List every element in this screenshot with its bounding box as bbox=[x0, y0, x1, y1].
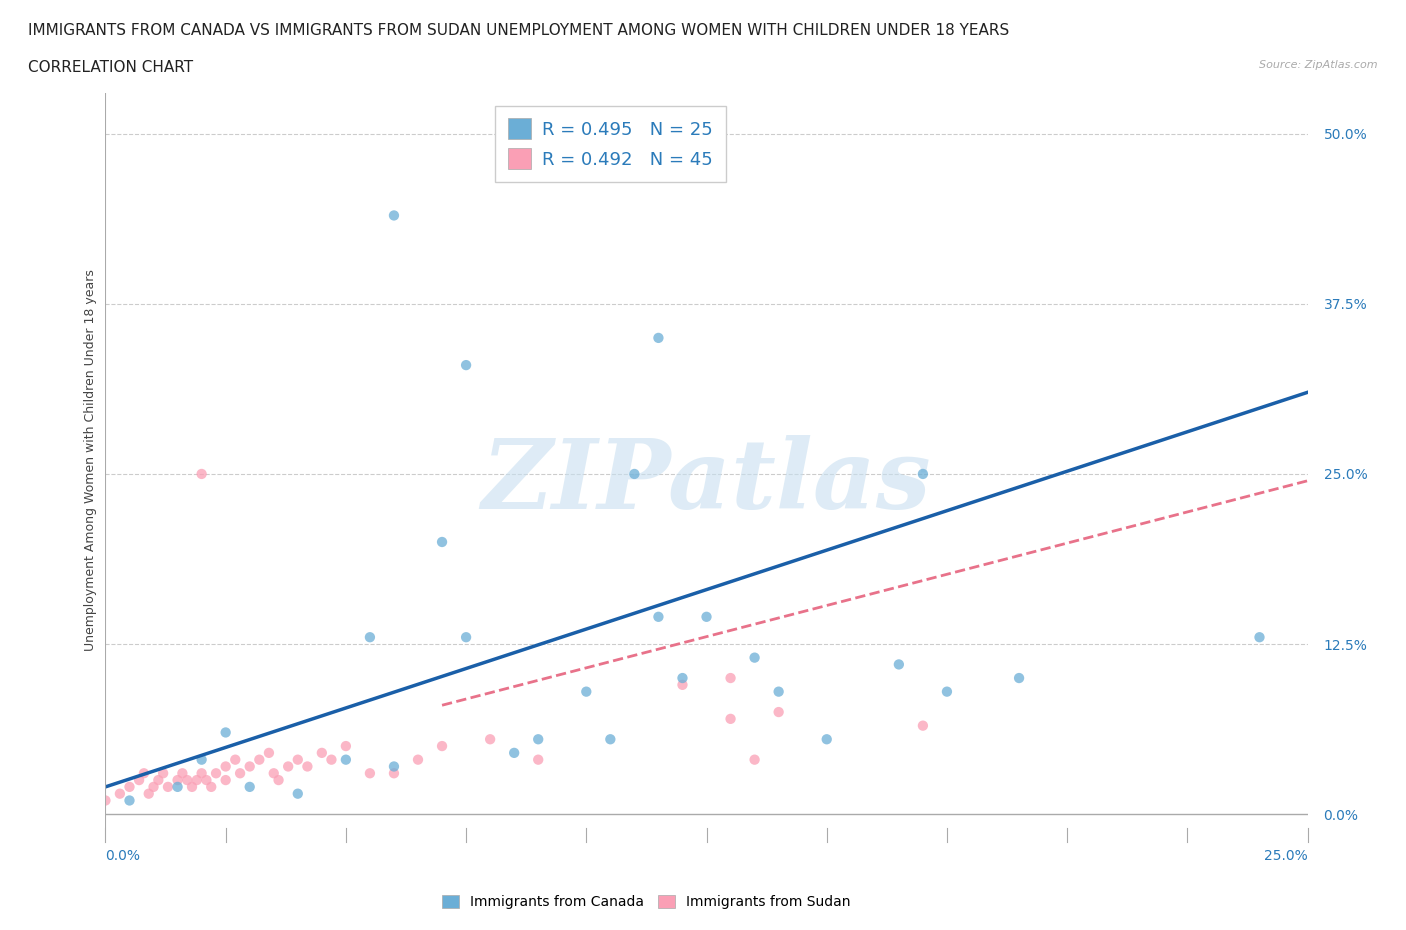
Point bbox=[247, 752, 270, 767]
Point bbox=[623, 467, 645, 482]
Point bbox=[911, 718, 934, 733]
Point bbox=[166, 779, 188, 794]
Point bbox=[647, 609, 669, 624]
Text: 25.0%: 25.0% bbox=[1264, 849, 1308, 863]
Text: ZIPatlas: ZIPatlas bbox=[482, 435, 931, 529]
Y-axis label: Unemployment Among Women with Children Under 18 years: Unemployment Among Women with Children U… bbox=[84, 270, 97, 651]
Point bbox=[479, 732, 502, 747]
Point bbox=[503, 746, 526, 761]
Point bbox=[190, 752, 212, 767]
Point bbox=[335, 752, 357, 767]
Text: 0.0%: 0.0% bbox=[105, 849, 141, 863]
Point bbox=[936, 684, 959, 699]
Point bbox=[239, 779, 262, 794]
Point bbox=[190, 467, 212, 482]
Point bbox=[911, 467, 934, 482]
Point bbox=[382, 759, 405, 774]
Point bbox=[297, 759, 319, 774]
Point bbox=[321, 752, 343, 767]
Text: CORRELATION CHART: CORRELATION CHART bbox=[28, 60, 193, 75]
Point bbox=[152, 765, 174, 780]
Legend: R = 0.495   N = 25, R = 0.492   N = 45: R = 0.495 N = 25, R = 0.492 N = 45 bbox=[495, 106, 725, 181]
Point bbox=[671, 677, 693, 692]
Point bbox=[200, 779, 222, 794]
Point bbox=[224, 752, 246, 767]
Point bbox=[94, 793, 117, 808]
Point bbox=[176, 773, 198, 788]
Point bbox=[527, 752, 550, 767]
Point bbox=[359, 765, 381, 780]
Point bbox=[108, 786, 131, 801]
Point bbox=[768, 705, 790, 720]
Point bbox=[239, 759, 262, 774]
Point bbox=[181, 779, 204, 794]
Point bbox=[257, 746, 280, 761]
Point bbox=[671, 671, 693, 685]
Point bbox=[166, 773, 188, 788]
Point bbox=[454, 358, 477, 373]
Point bbox=[647, 330, 669, 345]
Point bbox=[887, 657, 910, 671]
Point bbox=[195, 773, 218, 788]
Point bbox=[118, 779, 141, 794]
Point bbox=[138, 786, 160, 801]
Point bbox=[214, 773, 236, 788]
Point bbox=[430, 738, 453, 753]
Point bbox=[1249, 630, 1271, 644]
Point bbox=[815, 732, 838, 747]
Point bbox=[118, 793, 141, 808]
Point bbox=[311, 746, 333, 761]
Point bbox=[1008, 671, 1031, 685]
Point bbox=[359, 630, 381, 644]
Point bbox=[696, 609, 718, 624]
Point bbox=[720, 671, 742, 685]
Point bbox=[267, 773, 290, 788]
Point bbox=[768, 684, 790, 699]
Point bbox=[406, 752, 429, 767]
Point bbox=[186, 773, 208, 788]
Point bbox=[335, 738, 357, 753]
Point bbox=[277, 759, 299, 774]
Point bbox=[454, 630, 477, 644]
Point bbox=[287, 752, 309, 767]
Point bbox=[599, 732, 621, 747]
Point bbox=[575, 684, 598, 699]
Point bbox=[142, 779, 165, 794]
Point bbox=[744, 752, 766, 767]
Point bbox=[287, 786, 309, 801]
Point bbox=[744, 650, 766, 665]
Point bbox=[720, 711, 742, 726]
Point bbox=[214, 725, 236, 740]
Point bbox=[148, 773, 170, 788]
Point bbox=[263, 765, 285, 780]
Point bbox=[190, 765, 212, 780]
Point bbox=[128, 773, 150, 788]
Text: Source: ZipAtlas.com: Source: ZipAtlas.com bbox=[1260, 60, 1378, 71]
Point bbox=[430, 535, 453, 550]
Point bbox=[132, 765, 155, 780]
Point bbox=[229, 765, 252, 780]
Point bbox=[382, 765, 405, 780]
Point bbox=[156, 779, 179, 794]
Point bbox=[172, 765, 194, 780]
Point bbox=[214, 759, 236, 774]
Point bbox=[382, 208, 405, 223]
Point bbox=[205, 765, 228, 780]
Text: IMMIGRANTS FROM CANADA VS IMMIGRANTS FROM SUDAN UNEMPLOYMENT AMONG WOMEN WITH CH: IMMIGRANTS FROM CANADA VS IMMIGRANTS FRO… bbox=[28, 23, 1010, 38]
Point bbox=[527, 732, 550, 747]
